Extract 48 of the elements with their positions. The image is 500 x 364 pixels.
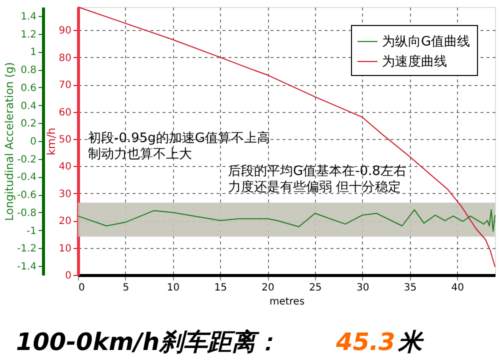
annotation: 制动力也算不上大	[88, 147, 192, 162]
y-tick-label: -1	[26, 226, 36, 237]
y-tick-label: -0.6	[16, 190, 36, 202]
annotation: 力度还是有些偏弱 但十分稳定	[228, 179, 402, 195]
x-tick-label: 20	[262, 282, 274, 294]
y-tick-label: -1.2	[16, 244, 36, 255]
y-tick-label: 0.8	[20, 65, 36, 76]
x-tick-label: 10	[166, 282, 180, 294]
y-tick-label: 1.2	[20, 29, 36, 40]
y2-tick-label: 70	[58, 80, 72, 92]
y-axis-title: Longitudinal Acceleration (g)	[2, 62, 16, 221]
y-tick-label: 0.2	[20, 118, 36, 130]
y-tick-label: 0	[30, 136, 36, 148]
y2-tick-label: 10	[58, 243, 72, 254]
y2-tick-label: 50	[58, 134, 72, 146]
legend-label: 为速度曲线	[382, 54, 447, 70]
y-tick-label: 0.4	[20, 100, 36, 112]
y-tick-label: 1.4	[20, 11, 36, 22]
y2-tick-label: 40	[58, 162, 72, 173]
x-tick-label: 40	[451, 282, 464, 294]
y-tick-label: 1	[30, 47, 36, 58]
x-tick-label: 5	[122, 282, 130, 294]
y-tick-label: -0.4	[16, 172, 36, 184]
y-tick-label: -0.2	[16, 154, 36, 166]
line-series	[78, 6, 496, 268]
y-tick-label: -1.4	[16, 262, 36, 273]
y2-tick-label: 20	[58, 216, 72, 228]
y2-tick-label: 80	[58, 52, 72, 64]
y-tick-label: -0.8	[16, 208, 36, 219]
x-tick-label: 35	[404, 282, 417, 294]
annotation: 初段-0.95g的加速G值算不上高	[88, 130, 270, 146]
x-tick-label: 0	[78, 282, 85, 294]
y2-tick-label: 0	[65, 270, 72, 282]
text: 45.3	[335, 328, 396, 356]
y2-axis-title: km/h	[44, 128, 58, 156]
annotation: 后段的平均G值基本在-0.8左右	[228, 164, 406, 179]
line-series	[78, 209, 496, 232]
y2-tick-label: 30	[58, 188, 72, 200]
text: 米	[397, 328, 425, 356]
x-tick-label: 25	[309, 282, 322, 294]
x-axis-title: metres	[269, 296, 305, 308]
y-tick-label: 0.6	[20, 82, 36, 94]
x-tick-label: 15	[214, 282, 228, 294]
legend-label: 为纵向G值曲线	[382, 34, 470, 50]
text: 100-0km/h刹车距离：	[16, 328, 280, 356]
y2-tick-label: 90	[58, 26, 72, 37]
y2-tick-label: 60	[58, 107, 72, 118]
x-tick-label: 30	[356, 282, 370, 294]
